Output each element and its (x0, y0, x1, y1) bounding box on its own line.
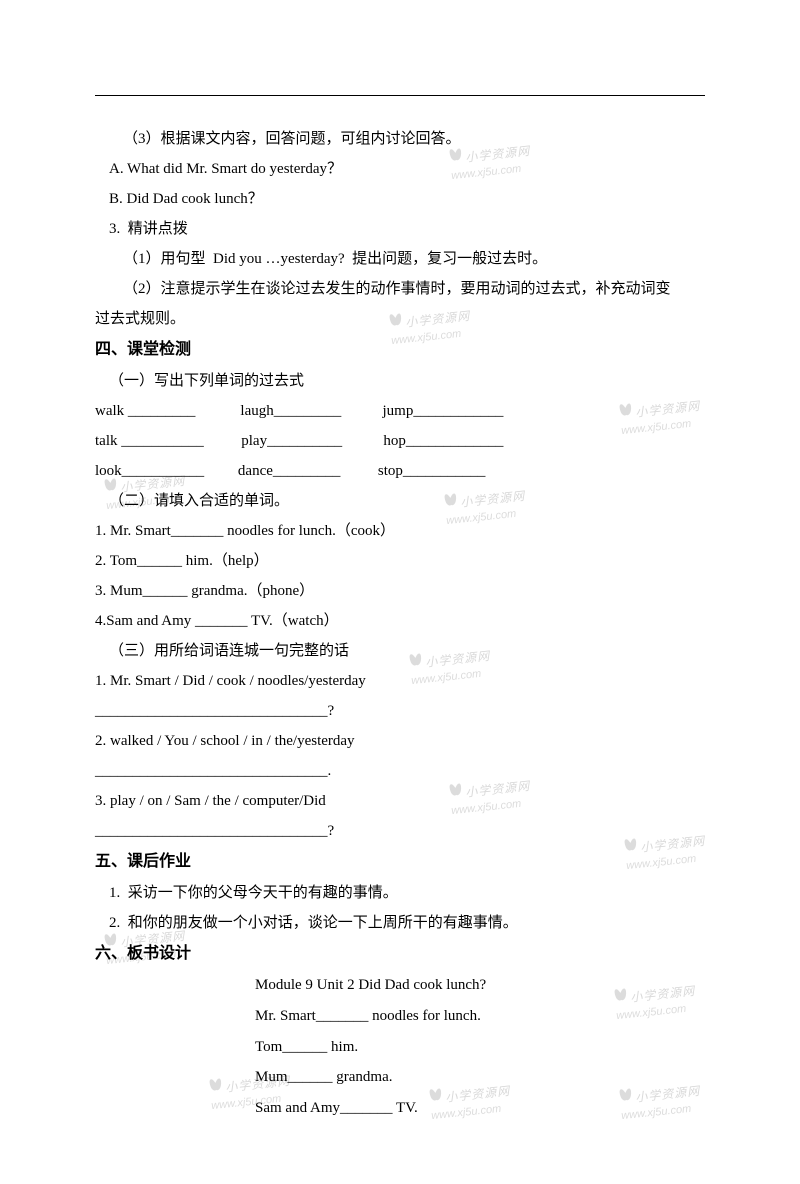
exercise-line: 2. walked / You / school / in / the/yest… (95, 726, 705, 756)
board-line: Tom______ him. (255, 1032, 705, 1063)
exercise-line: 3. play / on / Sam / the / computer/Did (95, 786, 705, 816)
subheading: （二）请填入合适的单词。 (95, 486, 705, 516)
section-heading-5: 五、课后作业 (95, 846, 705, 878)
body-line: （2）注意提示学生在谈论过去发生的动作事情时，要用动词的过去式，补充动词变 (95, 274, 705, 304)
body-line: （3）根据课文内容，回答问题，可组内讨论回答。 (95, 124, 705, 154)
body-line: 1. 采访一下你的父母今天干的有趣的事情。 (95, 878, 705, 908)
section-heading-4: 四、课堂检测 (95, 334, 705, 366)
body-line: A. What did Mr. Smart do yesterday？ (95, 154, 705, 184)
body-line: 2. 和你的朋友做一个小对话，谈论一下上周所干的有趣事情。 (95, 908, 705, 938)
top-rule (95, 95, 705, 96)
exercise-row: look___________ dance_________ stop_____… (95, 456, 705, 486)
exercise-line: 1. Mr. Smart / Did / cook / noodles/yest… (95, 666, 705, 696)
exercise-line: 2. Tom______ him.（help） (95, 546, 705, 576)
blank-line: _______________________________? (95, 816, 705, 846)
body-line: 过去式规则。 (95, 304, 705, 334)
board-line: Sam and Amy_______ TV. (255, 1093, 705, 1124)
body-line: 3. 精讲点拨 (95, 214, 705, 244)
blank-line: _______________________________. (95, 756, 705, 786)
blank-line: _______________________________? (95, 696, 705, 726)
section-heading-6: 六、板书设计 (95, 938, 705, 970)
exercise-row: talk ___________ play__________ hop_____… (95, 426, 705, 456)
board-design-block: Module 9 Unit 2 Did Dad cook lunch? Mr. … (95, 970, 705, 1124)
body-line: B. Did Dad cook lunch？ (95, 184, 705, 214)
exercise-line: 1. Mr. Smart_______ noodles for lunch.（c… (95, 516, 705, 546)
exercise-row: walk _________ laugh_________ jump______… (95, 396, 705, 426)
document-page: （3）根据课文内容，回答问题，可组内讨论回答。 A. What did Mr. … (0, 0, 800, 1184)
subheading: （三）用所给词语连城一句完整的话 (95, 636, 705, 666)
board-line: Mr. Smart_______ noodles for lunch. (255, 1001, 705, 1032)
board-line: Mum______ grandma. (255, 1062, 705, 1093)
exercise-line: 4.Sam and Amy _______ TV.（watch） (95, 606, 705, 636)
exercise-line: 3. Mum______ grandma.（phone） (95, 576, 705, 606)
board-line: Module 9 Unit 2 Did Dad cook lunch? (255, 970, 705, 1001)
body-line: （1）用句型 Did you …yesterday? 提出问题，复习一般过去时。 (95, 244, 705, 274)
subheading: （一）写出下列单词的过去式 (95, 366, 705, 396)
